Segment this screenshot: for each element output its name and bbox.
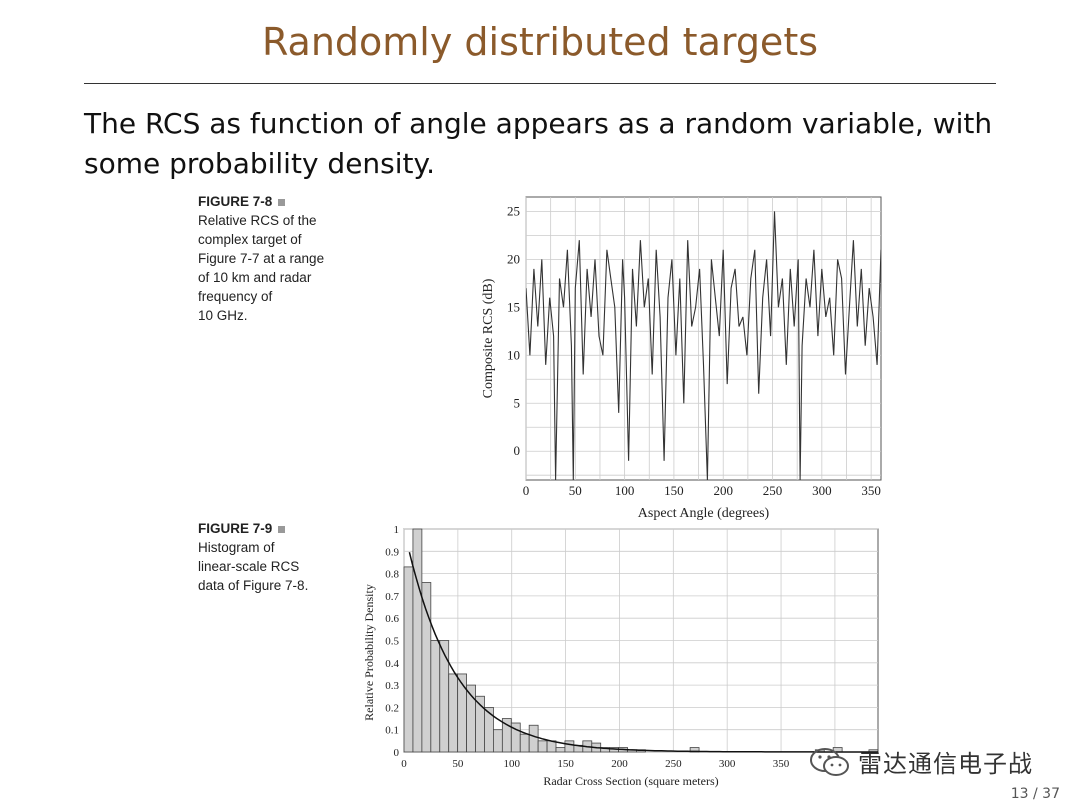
watermark: 雷达通信电子战 xyxy=(808,744,1033,779)
x-tick-label: 0 xyxy=(401,758,407,770)
x-tick-label: 0 xyxy=(523,483,530,498)
y-tick-label: 0 xyxy=(514,443,521,458)
histogram-bar xyxy=(421,582,432,753)
histogram-bar xyxy=(412,528,423,753)
histogram-bar xyxy=(484,707,494,753)
title-divider xyxy=(84,83,996,84)
x-tick-label: 150 xyxy=(664,483,684,498)
y-tick-label: 10 xyxy=(507,347,520,362)
y-tick-label: 0.5 xyxy=(385,636,399,648)
x-tick-label: 300 xyxy=(812,483,832,498)
caption-line: data of Figure 7-8. xyxy=(198,578,309,593)
y-tick-label: 0.2 xyxy=(385,702,399,714)
y-tick-label: 0.1 xyxy=(385,725,399,737)
histogram-bar xyxy=(493,729,503,753)
y-tick-label: 1 xyxy=(394,524,400,536)
histogram-bar xyxy=(564,740,575,753)
x-tick-label: 100 xyxy=(503,758,520,770)
y-tick-label: 0.9 xyxy=(385,546,399,558)
caption-square-icon xyxy=(278,525,286,533)
caption-line: linear-scale RCS xyxy=(198,559,300,574)
y-tick-label: 0.7 xyxy=(385,591,399,603)
caption-square-icon xyxy=(278,198,286,206)
x-tick-label: 300 xyxy=(719,758,736,770)
y-tick-label: 0.3 xyxy=(385,680,399,692)
caption-line: frequency of xyxy=(198,289,273,304)
x-tick-label: 200 xyxy=(713,483,733,498)
caption-line: Histogram of xyxy=(198,540,275,555)
figure-7-8-caption: FIGURE 7-8 Relative RCS of the complex t… xyxy=(198,192,324,325)
y-tick-label: 0.8 xyxy=(385,569,399,581)
histogram-bar xyxy=(439,640,450,753)
y-tick-label: 25 xyxy=(507,203,520,218)
histogram-bar xyxy=(537,740,548,753)
x-tick-label: 350 xyxy=(773,758,790,770)
x-tick-label: 250 xyxy=(763,483,783,498)
x-tick-label: 350 xyxy=(861,483,881,498)
x-tick-label: 250 xyxy=(665,758,682,770)
y-tick-label: 0.4 xyxy=(385,658,399,670)
caption-line: of 10 km and radar xyxy=(198,270,312,285)
y-axis-label: Relative Probability Density xyxy=(362,584,376,721)
caption-line: Figure 7-7 at a range xyxy=(198,251,325,266)
caption-line: Relative RCS of the xyxy=(198,213,317,228)
y-tick-label: 0 xyxy=(394,747,400,759)
y-axis-label: Composite RCS (dB) xyxy=(481,278,496,398)
exponential-fit-curve xyxy=(408,552,878,753)
x-tick-label: 50 xyxy=(452,758,464,770)
watermark-text: 雷达通信电子战 xyxy=(858,750,1033,778)
x-tick-label: 100 xyxy=(615,483,635,498)
slide-body-text: The RCS as function of angle appears as … xyxy=(84,107,993,180)
caption-line: complex target of xyxy=(198,232,302,247)
histogram-bar xyxy=(457,673,467,753)
page-number: 13 / 37 xyxy=(1010,786,1060,802)
x-axis-label: Radar Cross Section (square meters) xyxy=(543,774,718,788)
x-axis-label: Aspect Angle (degrees) xyxy=(638,506,770,521)
histogram-bar xyxy=(403,566,414,753)
x-tick-label: 50 xyxy=(569,483,582,498)
figure-7-9-caption: FIGURE 7-9 Histogram of linear-scale RCS… xyxy=(198,519,308,595)
figure-7-9-label: FIGURE 7-9 xyxy=(198,521,273,536)
slide-title: Randomly distributed targets xyxy=(261,20,819,64)
histogram-bar xyxy=(430,640,441,753)
x-tick-label: 200 xyxy=(611,758,628,770)
histogram-bar xyxy=(528,724,539,753)
y-tick-label: 15 xyxy=(507,299,520,314)
histogram-bar xyxy=(448,673,459,753)
figure-7-8-label: FIGURE 7-8 xyxy=(198,194,273,209)
caption-line: 10 GHz. xyxy=(198,308,248,323)
histogram-bar xyxy=(555,747,566,753)
histogram-bar xyxy=(519,733,530,753)
wechat-icon xyxy=(810,747,849,776)
x-tick-label: 150 xyxy=(557,758,574,770)
y-tick-label: 0.6 xyxy=(385,613,399,625)
y-tick-label: 20 xyxy=(507,251,520,266)
y-tick-label: 5 xyxy=(514,395,521,410)
rcs-series-line xyxy=(526,211,881,480)
